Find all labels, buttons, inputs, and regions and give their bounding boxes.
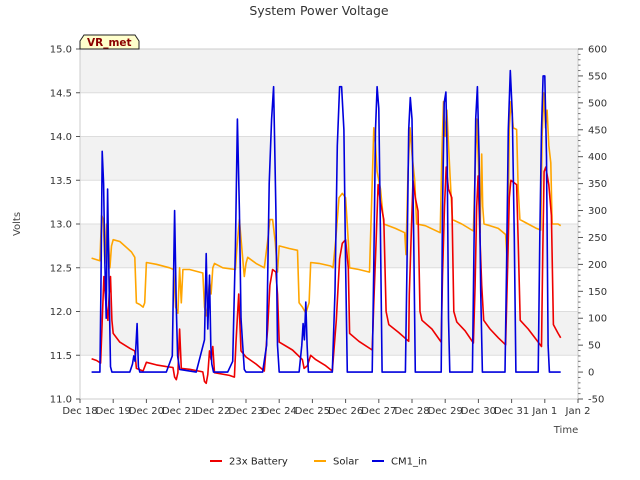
station-badge: VR_met	[79, 34, 140, 50]
x-tick-label: Dec 25	[295, 406, 330, 417]
y2-tick-label: 600	[588, 45, 607, 56]
y2-tick-label: 300	[588, 206, 607, 217]
y2-tick-label: 150	[588, 287, 607, 298]
x-axis-title: Time	[553, 425, 578, 436]
y2-tick-label: 50	[588, 341, 601, 352]
y2-tick-label: 250	[588, 233, 607, 244]
y2-tick-label: 100	[588, 314, 607, 325]
x-tick-label: Jan 2	[565, 406, 591, 417]
y-tick-label: 12.0	[50, 307, 72, 318]
series-line-battery	[91, 166, 562, 385]
y-tick-label: 14.5	[50, 88, 72, 99]
legend: 23x Battery Solar CM1_in	[210, 457, 427, 468]
y2-tick-label: 0	[588, 368, 594, 379]
legend-label-solar: Solar	[333, 457, 359, 468]
x-tick-label: Dec 28	[394, 406, 429, 417]
station-badge-box	[79, 34, 140, 50]
y-tick-label: 12.5	[50, 263, 72, 274]
series-line-cm1	[91, 69, 561, 373]
x-tick-label: Dec 20	[129, 406, 164, 417]
chart-title: System Power Voltage	[249, 3, 389, 18]
y2-tick-label: 200	[588, 260, 607, 271]
x-tick-label: Dec 31	[494, 406, 529, 417]
y2-tick-label: 550	[588, 71, 607, 82]
y-tick-label: 13.0	[50, 220, 72, 231]
y-tick-label: 14.0	[50, 132, 72, 143]
x-tick-label: Dec 29	[428, 406, 463, 417]
y2-tick-label: 350	[588, 179, 607, 190]
plot-band	[80, 136, 578, 181]
x-tick-label: Dec 21	[162, 406, 197, 417]
y-tick-label: 15.0	[50, 45, 72, 56]
y2-tick-label: -50	[588, 395, 604, 406]
x-tick-label: Dec 22	[195, 406, 230, 417]
x-tick-label: Dec 26	[328, 406, 363, 417]
right-y-axis: -50 0 50 100 150 200 250 300 350 400 450 500 550 600	[578, 45, 607, 406]
y-tick-label: 13.5	[50, 176, 72, 187]
plot-band	[80, 311, 578, 356]
legend-label-battery: 23x Battery	[229, 457, 288, 468]
station-badge-label: VR_met	[87, 37, 132, 49]
y-axis-title: Volts	[12, 212, 23, 236]
y2-tick-label: 450	[588, 125, 607, 136]
series-layer	[91, 69, 562, 385]
y2-tick-label: 400	[588, 152, 607, 163]
x-tick-label: Dec 19	[96, 406, 131, 417]
x-tick-label: Dec 18	[62, 406, 97, 417]
y-tick-label: 11.0	[50, 395, 72, 406]
x-tick-label: Dec 27	[361, 406, 396, 417]
x-tick-label: Jan 1	[531, 406, 557, 417]
legend-label-cm1: CM1_in	[391, 457, 427, 468]
x-tick-label: Dec 30	[461, 406, 496, 417]
x-tick-label: Dec 23	[228, 406, 263, 417]
plot-band	[80, 49, 578, 93]
x-tick-label: Dec 24	[262, 406, 297, 417]
y2-tick-label: 500	[588, 98, 607, 109]
y-tick-label: 11.5	[50, 351, 72, 362]
plot-band	[80, 224, 578, 268]
left-y-axis: 11.0 11.5 12.0 12.5 13.0 13.5 14.0 14.5 15.0	[50, 45, 80, 406]
